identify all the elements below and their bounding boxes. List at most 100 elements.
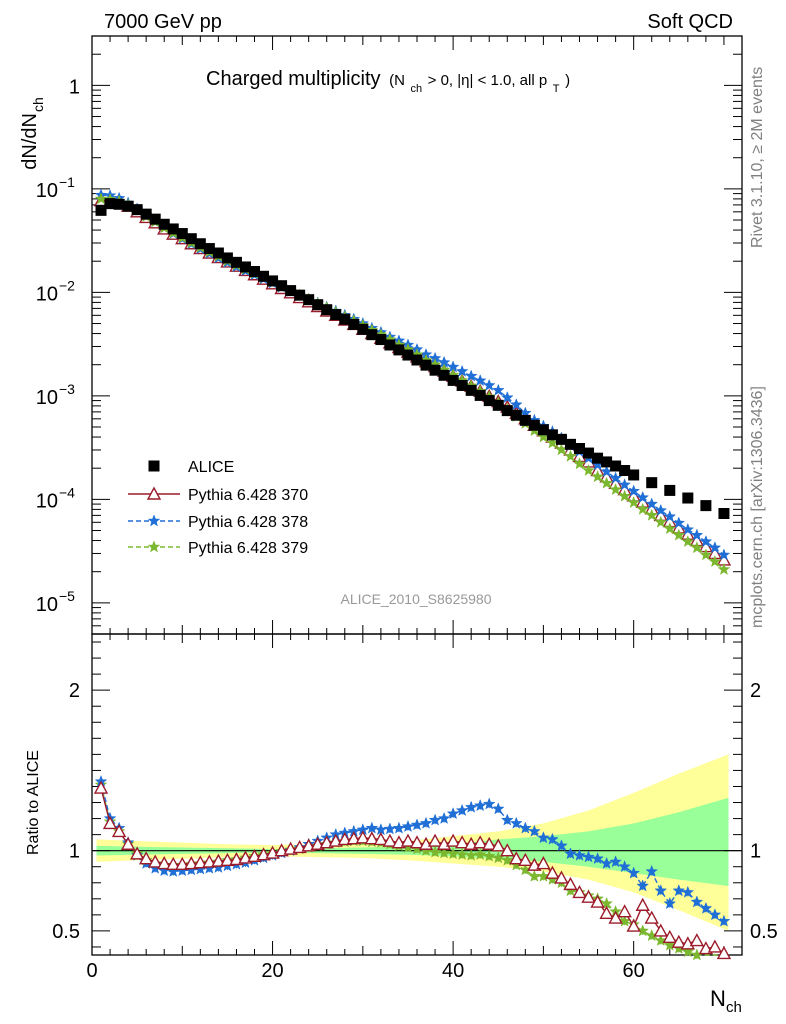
y-tick-label: 1 (69, 76, 80, 98)
ratio-point-p370 (138, 851, 154, 865)
ratio-point-p370 (581, 889, 596, 903)
series-line-p378 (100, 194, 725, 556)
point-p379 (573, 457, 586, 470)
ratio-point-p378 (645, 864, 659, 877)
point-p378 (636, 490, 650, 503)
x-tick-label: 40 (442, 960, 464, 982)
legend-label: Pythia 6.428 370 (188, 487, 308, 504)
ratio-point-p378 (708, 908, 722, 921)
ratio-point-p370 (617, 904, 632, 918)
ratio-point-p370 (482, 836, 497, 850)
plot-title-main: Charged multiplicity (206, 68, 381, 90)
ylabel-ratio: Ratio to ALICE (25, 750, 42, 855)
point-alice (393, 344, 405, 356)
ratio-point-p378 (365, 821, 379, 834)
point-p378 (609, 471, 622, 484)
ratio-point-p370 (382, 833, 398, 847)
point-alice (95, 204, 107, 216)
x-tick-label: 0 (86, 960, 97, 982)
ratio-point-p378 (672, 884, 686, 897)
analysis-id: ALICE_2010_S8625980 (340, 591, 491, 607)
point-p379 (600, 476, 613, 489)
ratio-point-p370 (500, 843, 515, 857)
ratio-point-p378 (482, 797, 496, 810)
point-p379 (690, 541, 704, 554)
ratio-point-p370 (626, 918, 641, 932)
ratio-point-p370 (545, 865, 560, 879)
ratio-panel-series (93, 775, 732, 961)
ratio-point-p378 (591, 851, 604, 865)
ratio-point-p370 (93, 780, 109, 794)
point-alice (384, 339, 396, 351)
point-alice (194, 238, 206, 250)
point-alice (402, 349, 414, 361)
point-alice (149, 213, 161, 225)
ylabel-top-main: dN/dN (19, 113, 41, 170)
ratio-point-p378 (609, 855, 622, 868)
ratio-point-p378 (528, 824, 541, 837)
legend-label: Pythia 6.428 378 (188, 514, 308, 531)
point-alice (122, 200, 134, 212)
point-p379 (645, 508, 659, 521)
ratio-point-p370 (716, 945, 732, 960)
point-alice (438, 369, 450, 381)
ratio-series-p370 (93, 780, 732, 960)
mcplots-label: mcplots.cern.ch [arXiv:1306.3436] (749, 386, 766, 628)
point-alice (583, 447, 595, 459)
rivet-label: Rivet 3.1.10, ≥ 2M events (749, 67, 766, 248)
ratio-point-p378 (446, 807, 460, 820)
ratio-point-p370 (536, 856, 551, 870)
ratio-point-p370 (473, 835, 488, 849)
point-alice (239, 261, 251, 273)
point-alice (285, 285, 297, 297)
legend-marker (147, 514, 161, 527)
y-tick-label-exp: −4 (59, 484, 75, 500)
point-alice (131, 204, 143, 216)
point-p379 (627, 495, 641, 509)
point-p378 (491, 383, 505, 396)
top-panel-series (93, 188, 732, 575)
ratio-point-p370 (211, 853, 226, 867)
point-alice (366, 329, 378, 341)
ylabel-top-sub: ch (30, 97, 46, 112)
ratio-point-p370 (445, 833, 461, 847)
ylabel-top: dN/dN ch (19, 97, 46, 170)
legend-marker (146, 486, 162, 500)
plot-title-sub-ch: ch (410, 83, 422, 95)
point-alice (456, 379, 468, 391)
ratio-y-tick-label: 2 (69, 680, 80, 702)
point-alice (465, 384, 477, 396)
point-p378 (464, 369, 478, 382)
ratio-point-p378 (518, 821, 532, 834)
ratio-point-p370 (572, 884, 587, 899)
point-alice (411, 354, 423, 366)
point-p378 (618, 478, 631, 491)
point-alice (113, 198, 125, 210)
ratio-point-p379 (437, 846, 451, 859)
ratio-point-p370 (111, 823, 127, 838)
series-alice (95, 198, 730, 519)
ratio-panel-axes: 0 20 40 60 0.5 0.5 1 1 2 2 (52, 633, 778, 982)
ratio-point-p370 (102, 815, 118, 830)
point-p378 (717, 548, 731, 561)
ratio-point-p379 (482, 849, 496, 862)
legend-entry: Pythia 6.428 370 (128, 486, 308, 504)
point-alice (537, 424, 549, 436)
point-p379 (717, 562, 731, 575)
legend-marker (148, 460, 160, 472)
point-alice (700, 500, 712, 512)
ratio-point-p378 (392, 821, 406, 834)
point-p379 (708, 555, 722, 568)
ratio-point-p370 (364, 831, 380, 845)
ratio-point-p370 (563, 876, 578, 891)
header-energy: 7000 GeV pp (104, 11, 222, 33)
point-alice (321, 304, 333, 316)
point-alice (447, 374, 459, 386)
point-p379 (672, 528, 686, 541)
y-tick-label-exp: −3 (59, 381, 75, 397)
legend-marker (147, 540, 161, 553)
point-p378 (509, 398, 523, 411)
ratio-point-p379 (446, 847, 460, 860)
plot-title-paren-close: ) (565, 72, 570, 89)
point-alice (664, 484, 676, 496)
